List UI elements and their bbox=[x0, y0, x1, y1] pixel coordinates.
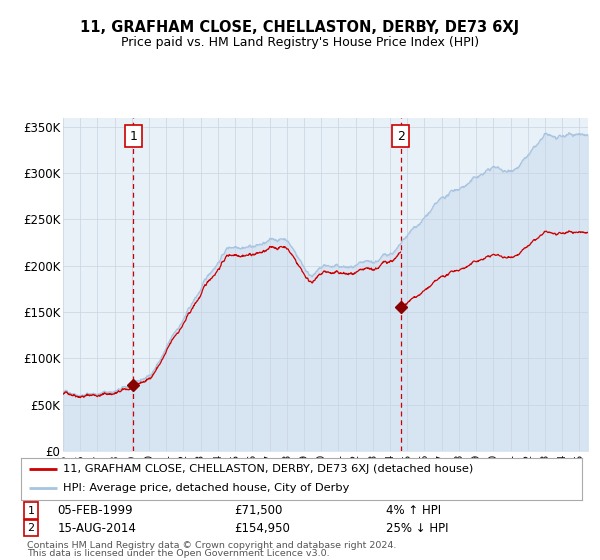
Text: 2: 2 bbox=[397, 129, 404, 143]
Text: 11, GRAFHAM CLOSE, CHELLASTON, DERBY, DE73 6XJ: 11, GRAFHAM CLOSE, CHELLASTON, DERBY, DE… bbox=[80, 20, 520, 35]
Text: Contains HM Land Registry data © Crown copyright and database right 2024.: Contains HM Land Registry data © Crown c… bbox=[26, 542, 396, 550]
Text: 15-AUG-2014: 15-AUG-2014 bbox=[58, 521, 136, 535]
Text: 05-FEB-1999: 05-FEB-1999 bbox=[58, 504, 133, 517]
Text: £71,500: £71,500 bbox=[234, 504, 283, 517]
Text: £154,950: £154,950 bbox=[234, 521, 290, 535]
Text: HPI: Average price, detached house, City of Derby: HPI: Average price, detached house, City… bbox=[63, 483, 349, 493]
Text: 4% ↑ HPI: 4% ↑ HPI bbox=[386, 504, 441, 517]
Text: 11, GRAFHAM CLOSE, CHELLASTON, DERBY, DE73 6XJ (detached house): 11, GRAFHAM CLOSE, CHELLASTON, DERBY, DE… bbox=[63, 464, 473, 474]
Text: Price paid vs. HM Land Registry's House Price Index (HPI): Price paid vs. HM Land Registry's House … bbox=[121, 36, 479, 49]
Text: 1: 1 bbox=[130, 129, 137, 143]
Text: 25% ↓ HPI: 25% ↓ HPI bbox=[386, 521, 448, 535]
Text: 2: 2 bbox=[28, 523, 35, 533]
Text: 1: 1 bbox=[28, 506, 35, 516]
Text: This data is licensed under the Open Government Licence v3.0.: This data is licensed under the Open Gov… bbox=[26, 549, 329, 558]
